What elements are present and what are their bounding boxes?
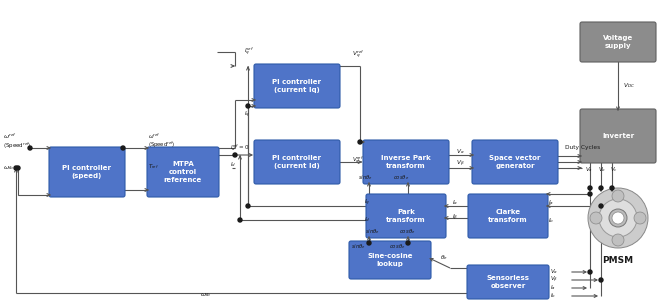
Text: Park
transform: Park transform xyxy=(386,209,426,223)
FancyBboxPatch shape xyxy=(467,265,549,299)
Circle shape xyxy=(238,218,242,222)
FancyBboxPatch shape xyxy=(363,140,449,184)
Text: $I_d$: $I_d$ xyxy=(230,161,236,170)
Circle shape xyxy=(246,104,250,108)
Circle shape xyxy=(610,186,614,190)
Text: Inverter: Inverter xyxy=(602,133,634,139)
Text: $sin\theta_e$: $sin\theta_e$ xyxy=(351,243,366,252)
Circle shape xyxy=(599,278,603,282)
Circle shape xyxy=(609,209,627,227)
Text: $V_a$: $V_a$ xyxy=(585,166,593,174)
FancyBboxPatch shape xyxy=(472,140,558,184)
Circle shape xyxy=(233,153,237,157)
Text: Inverse Park
transform: Inverse Park transform xyxy=(381,155,431,169)
FancyBboxPatch shape xyxy=(49,147,125,197)
Circle shape xyxy=(367,241,371,245)
Circle shape xyxy=(121,146,125,150)
Circle shape xyxy=(612,234,624,246)
Text: $\omega^{ref}$: $\omega^{ref}$ xyxy=(3,131,17,141)
Text: $I_a$: $I_a$ xyxy=(548,199,554,207)
Circle shape xyxy=(599,204,603,208)
Text: $I_b$: $I_b$ xyxy=(548,217,554,226)
Text: Sine-cosine
lookup: Sine-cosine lookup xyxy=(368,253,413,267)
Text: $V_c$: $V_c$ xyxy=(610,166,618,174)
Text: $I_q$: $I_q$ xyxy=(364,198,370,208)
Text: $sin\theta_e$: $sin\theta_e$ xyxy=(358,174,373,182)
Circle shape xyxy=(358,140,362,144)
FancyBboxPatch shape xyxy=(366,194,446,238)
Text: $V_\beta$: $V_\beta$ xyxy=(456,159,464,169)
Text: $I_q$: $I_q$ xyxy=(244,110,250,120)
Text: $cos\theta_e$: $cos\theta_e$ xyxy=(399,228,415,237)
Text: PI controller
(speed): PI controller (speed) xyxy=(62,165,112,179)
Text: MTPA
control
reference: MTPA control reference xyxy=(164,162,202,182)
Text: $I_a$: $I_a$ xyxy=(550,284,556,293)
Circle shape xyxy=(588,188,648,248)
Circle shape xyxy=(246,204,250,208)
Text: $\omega_{fb}$: $\omega_{fb}$ xyxy=(200,291,211,299)
Text: (Speed$^{ref}$): (Speed$^{ref}$) xyxy=(3,141,32,151)
FancyBboxPatch shape xyxy=(254,64,340,108)
Text: $V_q^{ref}$: $V_q^{ref}$ xyxy=(352,49,365,61)
Text: $\omega_{fb}$: $\omega_{fb}$ xyxy=(3,164,14,172)
Text: $V_d^{ref}$: $V_d^{ref}$ xyxy=(352,155,364,166)
FancyBboxPatch shape xyxy=(468,194,548,238)
Text: Voltage
supply: Voltage supply xyxy=(603,35,633,49)
FancyBboxPatch shape xyxy=(254,140,340,184)
Circle shape xyxy=(612,190,624,202)
Text: $I_q^{ref}$: $I_q^{ref}$ xyxy=(244,46,254,58)
Text: PI controller
(current Id): PI controller (current Id) xyxy=(273,155,321,169)
Text: $V_\alpha$: $V_\alpha$ xyxy=(550,267,558,276)
FancyBboxPatch shape xyxy=(147,147,219,197)
FancyBboxPatch shape xyxy=(349,241,431,279)
Text: $cos\theta_e$: $cos\theta_e$ xyxy=(389,243,405,252)
Text: $\omega^{ref}$: $\omega^{ref}$ xyxy=(148,131,161,141)
FancyBboxPatch shape xyxy=(580,22,656,62)
Text: $I_d^{ref}=0$: $I_d^{ref}=0$ xyxy=(230,143,249,153)
Circle shape xyxy=(28,146,32,150)
Text: $T_{ref}$: $T_{ref}$ xyxy=(148,162,159,171)
Circle shape xyxy=(588,270,592,274)
Text: Sensorless
observer: Sensorless observer xyxy=(487,275,530,289)
Circle shape xyxy=(599,186,603,190)
Circle shape xyxy=(406,241,410,245)
Circle shape xyxy=(14,166,18,170)
Text: $I_\alpha$: $I_\alpha$ xyxy=(452,199,458,207)
Circle shape xyxy=(588,192,592,196)
Text: $I_b$: $I_b$ xyxy=(550,292,556,300)
Text: Space vector
generator: Space vector generator xyxy=(489,155,541,169)
Circle shape xyxy=(588,186,592,190)
Text: $cos\theta_e$: $cos\theta_e$ xyxy=(393,174,409,182)
Circle shape xyxy=(634,212,646,224)
Text: PI controller
(current Iq): PI controller (current Iq) xyxy=(273,79,321,93)
Circle shape xyxy=(16,166,20,170)
Circle shape xyxy=(599,199,637,237)
Text: Duty Cycles: Duty Cycles xyxy=(565,145,600,151)
Text: $V_\beta$: $V_\beta$ xyxy=(550,275,558,285)
Circle shape xyxy=(612,212,624,224)
Text: (Speed$^{ref}$): (Speed$^{ref}$) xyxy=(148,140,175,150)
Text: $I_\beta$: $I_\beta$ xyxy=(452,213,458,223)
Text: $V_\alpha$: $V_\alpha$ xyxy=(456,147,464,156)
Text: $I_d$: $I_d$ xyxy=(364,215,370,224)
Text: $\theta_e$: $\theta_e$ xyxy=(440,254,448,263)
Text: $V_b$: $V_b$ xyxy=(598,166,606,174)
Text: $sin\theta_e$: $sin\theta_e$ xyxy=(365,228,380,237)
Text: Clarke
transform: Clarke transform xyxy=(488,209,528,223)
Text: PMSM: PMSM xyxy=(602,256,634,265)
Circle shape xyxy=(590,212,602,224)
Text: $V_{DC}$: $V_{DC}$ xyxy=(623,82,635,91)
FancyBboxPatch shape xyxy=(580,109,656,163)
